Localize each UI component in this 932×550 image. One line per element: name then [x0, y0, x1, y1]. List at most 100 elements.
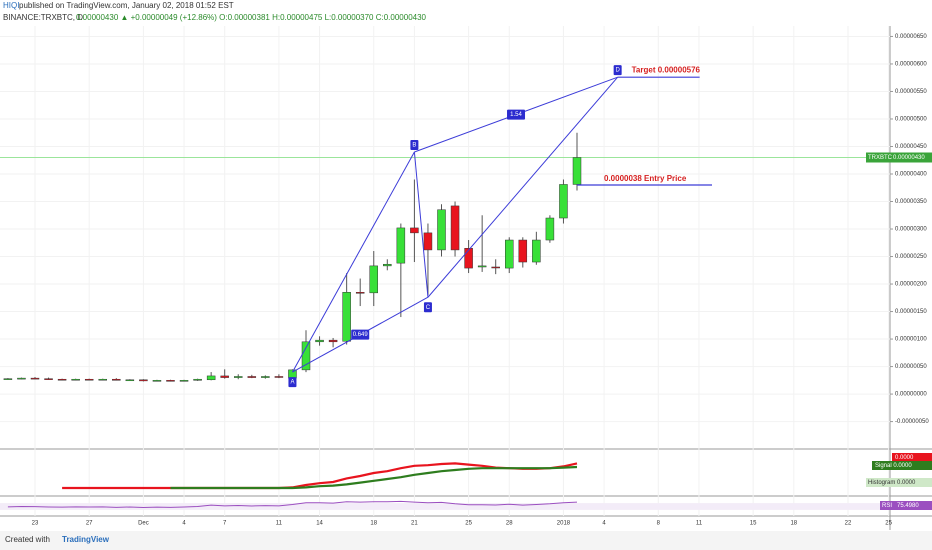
candle-body: [44, 378, 53, 380]
pattern-point-label: A: [290, 380, 294, 386]
footer-created: Created with: [5, 535, 50, 544]
candle-body: [410, 227, 419, 234]
y-tick-label: -0.00000050: [895, 419, 929, 425]
candle-body: [369, 265, 378, 294]
candle-body: [559, 184, 568, 219]
candle-body: [423, 232, 433, 251]
x-tick-label: Dec: [138, 521, 149, 527]
candle-body: [315, 339, 324, 343]
candle-body: [3, 378, 13, 380]
pattern-point-box: [423, 302, 432, 313]
x-tick-label: 28: [506, 521, 513, 527]
candle-body: [477, 265, 487, 268]
x-tick-label: 11: [276, 521, 283, 527]
pattern-line: [292, 151, 415, 373]
candle-body: [125, 379, 135, 382]
candle-body: [71, 378, 80, 381]
x-tick-label: 15: [750, 521, 757, 527]
rsi-band: [0, 503, 890, 510]
pattern-point-box: [613, 65, 622, 76]
candle-body: [396, 227, 406, 264]
x-tick-label: 14: [316, 521, 323, 527]
candle-body: [152, 380, 162, 382]
signal-tag: [872, 461, 932, 470]
published: published on TradingView.com, January 02…: [19, 1, 234, 10]
rsi-tag: [880, 501, 932, 510]
rsi-line: [7, 500, 578, 509]
signal-line: [170, 465, 578, 490]
x-tick-label: 18: [790, 521, 797, 527]
candle-body: [84, 378, 94, 381]
publisher[interactable]: HIQI: [3, 1, 19, 10]
candle-body: [112, 378, 121, 381]
y-tick-label: 0.00000250: [895, 254, 927, 260]
x-tick-label: 18: [370, 521, 377, 527]
candle-body: [206, 375, 216, 381]
symbol: BINANCE:TRXBTC, D: [3, 13, 83, 22]
candle-body: [437, 209, 446, 251]
candle-body: [139, 379, 148, 382]
candle-body: [355, 292, 365, 294]
y-tick-label: 0.00000200: [895, 282, 927, 288]
x-tick-label: 25: [885, 521, 892, 527]
candle-body: [505, 239, 514, 269]
pattern-point-box: [410, 139, 419, 150]
ratio-label: 0.649: [353, 332, 369, 338]
pattern-point-label: B: [412, 143, 416, 149]
candle-body: [98, 378, 107, 381]
candle-body: [342, 292, 351, 342]
x-tick-label: 4: [182, 521, 186, 527]
pattern-line: [427, 76, 619, 298]
x-tick-label: 22: [845, 521, 852, 527]
footer-brand[interactable]: TradingView: [62, 535, 110, 544]
last-price-label: 0.00000430: [893, 155, 925, 161]
candle-body: [328, 339, 338, 343]
rsi-tag-value: 75.4980: [897, 503, 919, 509]
histogram-tag-label: Histogram 0.0000: [868, 480, 916, 486]
x-tick-label: 8: [657, 521, 661, 527]
pattern-point-box: [288, 377, 297, 388]
ratio-box: [351, 329, 370, 340]
pattern-point-label: D: [615, 68, 620, 74]
candle-body: [572, 157, 582, 185]
candle-body: [220, 375, 229, 378]
candle-body: [57, 378, 67, 381]
y-tick-label: 0.00000350: [895, 199, 927, 205]
y-tick-label: 0.00000600: [895, 62, 927, 68]
x-tick-label: 4: [602, 521, 606, 527]
y-tick-label: 0.00000000: [895, 392, 927, 398]
candle-body: [179, 380, 189, 382]
last-price-symbol: TRXBTC: [868, 155, 893, 161]
entry-label: 0.0000038 Entry Price: [604, 174, 687, 183]
pattern-point-label: C: [426, 305, 431, 311]
y-tick-label: 0.00000450: [895, 144, 927, 150]
y-tick-label: 0.00000550: [895, 89, 927, 95]
y-tick-label: 0.00000400: [895, 172, 927, 178]
rsi-tag-name: RSI: [882, 503, 892, 509]
candle-body: [234, 376, 243, 378]
signal-tag-label: Signal 0.0000: [875, 463, 912, 469]
y-tick-label: 0.00000150: [895, 309, 927, 315]
x-tick-label: 23: [32, 521, 39, 527]
y-tick-label: 0.00000300: [895, 227, 927, 233]
candle-body: [491, 266, 500, 269]
candle-body: [193, 378, 202, 381]
y-tick-label: 0.00000500: [895, 117, 927, 123]
candle-body: [383, 263, 392, 267]
macd-tag: [892, 453, 932, 462]
ratio-box: [507, 109, 526, 120]
histogram-tag: [866, 478, 932, 487]
candle-body: [30, 377, 40, 380]
candle-body: [274, 376, 284, 378]
candle-body: [532, 239, 541, 263]
x-tick-label: 11: [696, 521, 703, 527]
last-price-tag: [866, 152, 932, 163]
x-tick-label: 2018: [557, 521, 571, 527]
pattern-line: [413, 151, 429, 298]
x-tick-label: 7: [223, 521, 227, 527]
candle-body: [261, 376, 270, 378]
macd-line: [62, 462, 578, 490]
x-tick-label: 21: [411, 521, 418, 527]
